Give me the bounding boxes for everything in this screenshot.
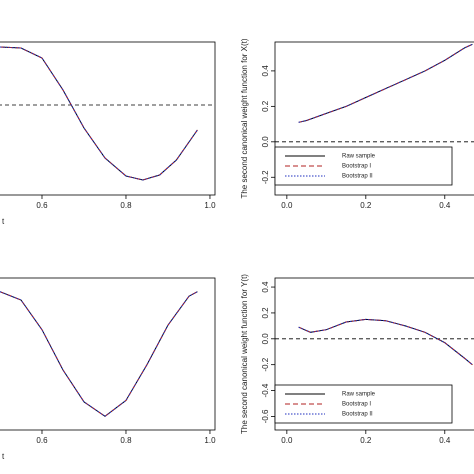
y-tick-label: 0.4	[261, 65, 270, 77]
plot-frame	[274, 277, 474, 431]
y-tick-label: -0.4	[261, 383, 270, 397]
y-tick-label: -0.6	[261, 409, 270, 423]
series-line	[0, 46, 198, 181]
legend-label: Raw sample	[342, 392, 376, 398]
y-tick-label: 0.2	[261, 100, 270, 112]
x-tick-label: 1.0	[204, 436, 216, 445]
series-line	[298, 318, 473, 366]
legend-label: Raw sample	[342, 154, 376, 160]
legend-label: Bootstrap I	[342, 402, 371, 408]
series-line	[0, 291, 198, 417]
y-axis-label: The second canonical weight function for…	[240, 38, 249, 198]
legend-label: Bootstrap II	[342, 412, 373, 418]
x-tick-label: 0.0	[281, 436, 293, 445]
y-tick-label: -0.2	[261, 170, 270, 184]
series-line	[298, 43, 473, 123]
x-tick-label: 0.6	[36, 201, 48, 210]
plot-frame	[274, 41, 474, 196]
legend: Raw sample Bootstrap I Bootstrap II	[274, 146, 453, 186]
legend: Raw sample Bootstrap I Bootstrap II	[274, 384, 453, 424]
x-tick-label: 0.8	[120, 201, 132, 210]
plot-frame	[0, 277, 216, 431]
x-tick-label: 0.2	[360, 436, 372, 445]
x-tick-label: 0.0	[281, 201, 293, 210]
legend-label: Bootstrap I	[342, 164, 371, 170]
series-line	[298, 43, 473, 123]
x-tick-label: 0.8	[120, 436, 132, 445]
x-tick-label: 0.4	[439, 201, 451, 210]
series-line	[298, 318, 473, 366]
series-line	[298, 43, 473, 123]
x-tick-label: 0.6	[36, 436, 48, 445]
x-axis-label: t	[2, 217, 5, 226]
series-line	[298, 318, 473, 366]
x-axis-label: t	[2, 452, 5, 461]
series-line	[0, 46, 198, 181]
series-line	[0, 291, 198, 417]
y-tick-label: -0.2	[261, 357, 270, 371]
y-tick-label: 0.0	[261, 136, 270, 148]
series-line	[0, 46, 198, 181]
plot-frame	[0, 41, 216, 196]
y-axis-label: The second canonical weight function for…	[240, 274, 249, 434]
series-line	[0, 291, 198, 417]
y-tick-label: 0.4	[261, 281, 270, 293]
x-tick-label: 0.2	[360, 201, 372, 210]
y-tick-label: 0.0	[261, 333, 270, 345]
y-tick-label: 0.2	[261, 307, 270, 319]
x-tick-label: 0.4	[439, 436, 451, 445]
legend-label: Bootstrap II	[342, 174, 373, 180]
x-tick-label: 1.0	[204, 201, 216, 210]
